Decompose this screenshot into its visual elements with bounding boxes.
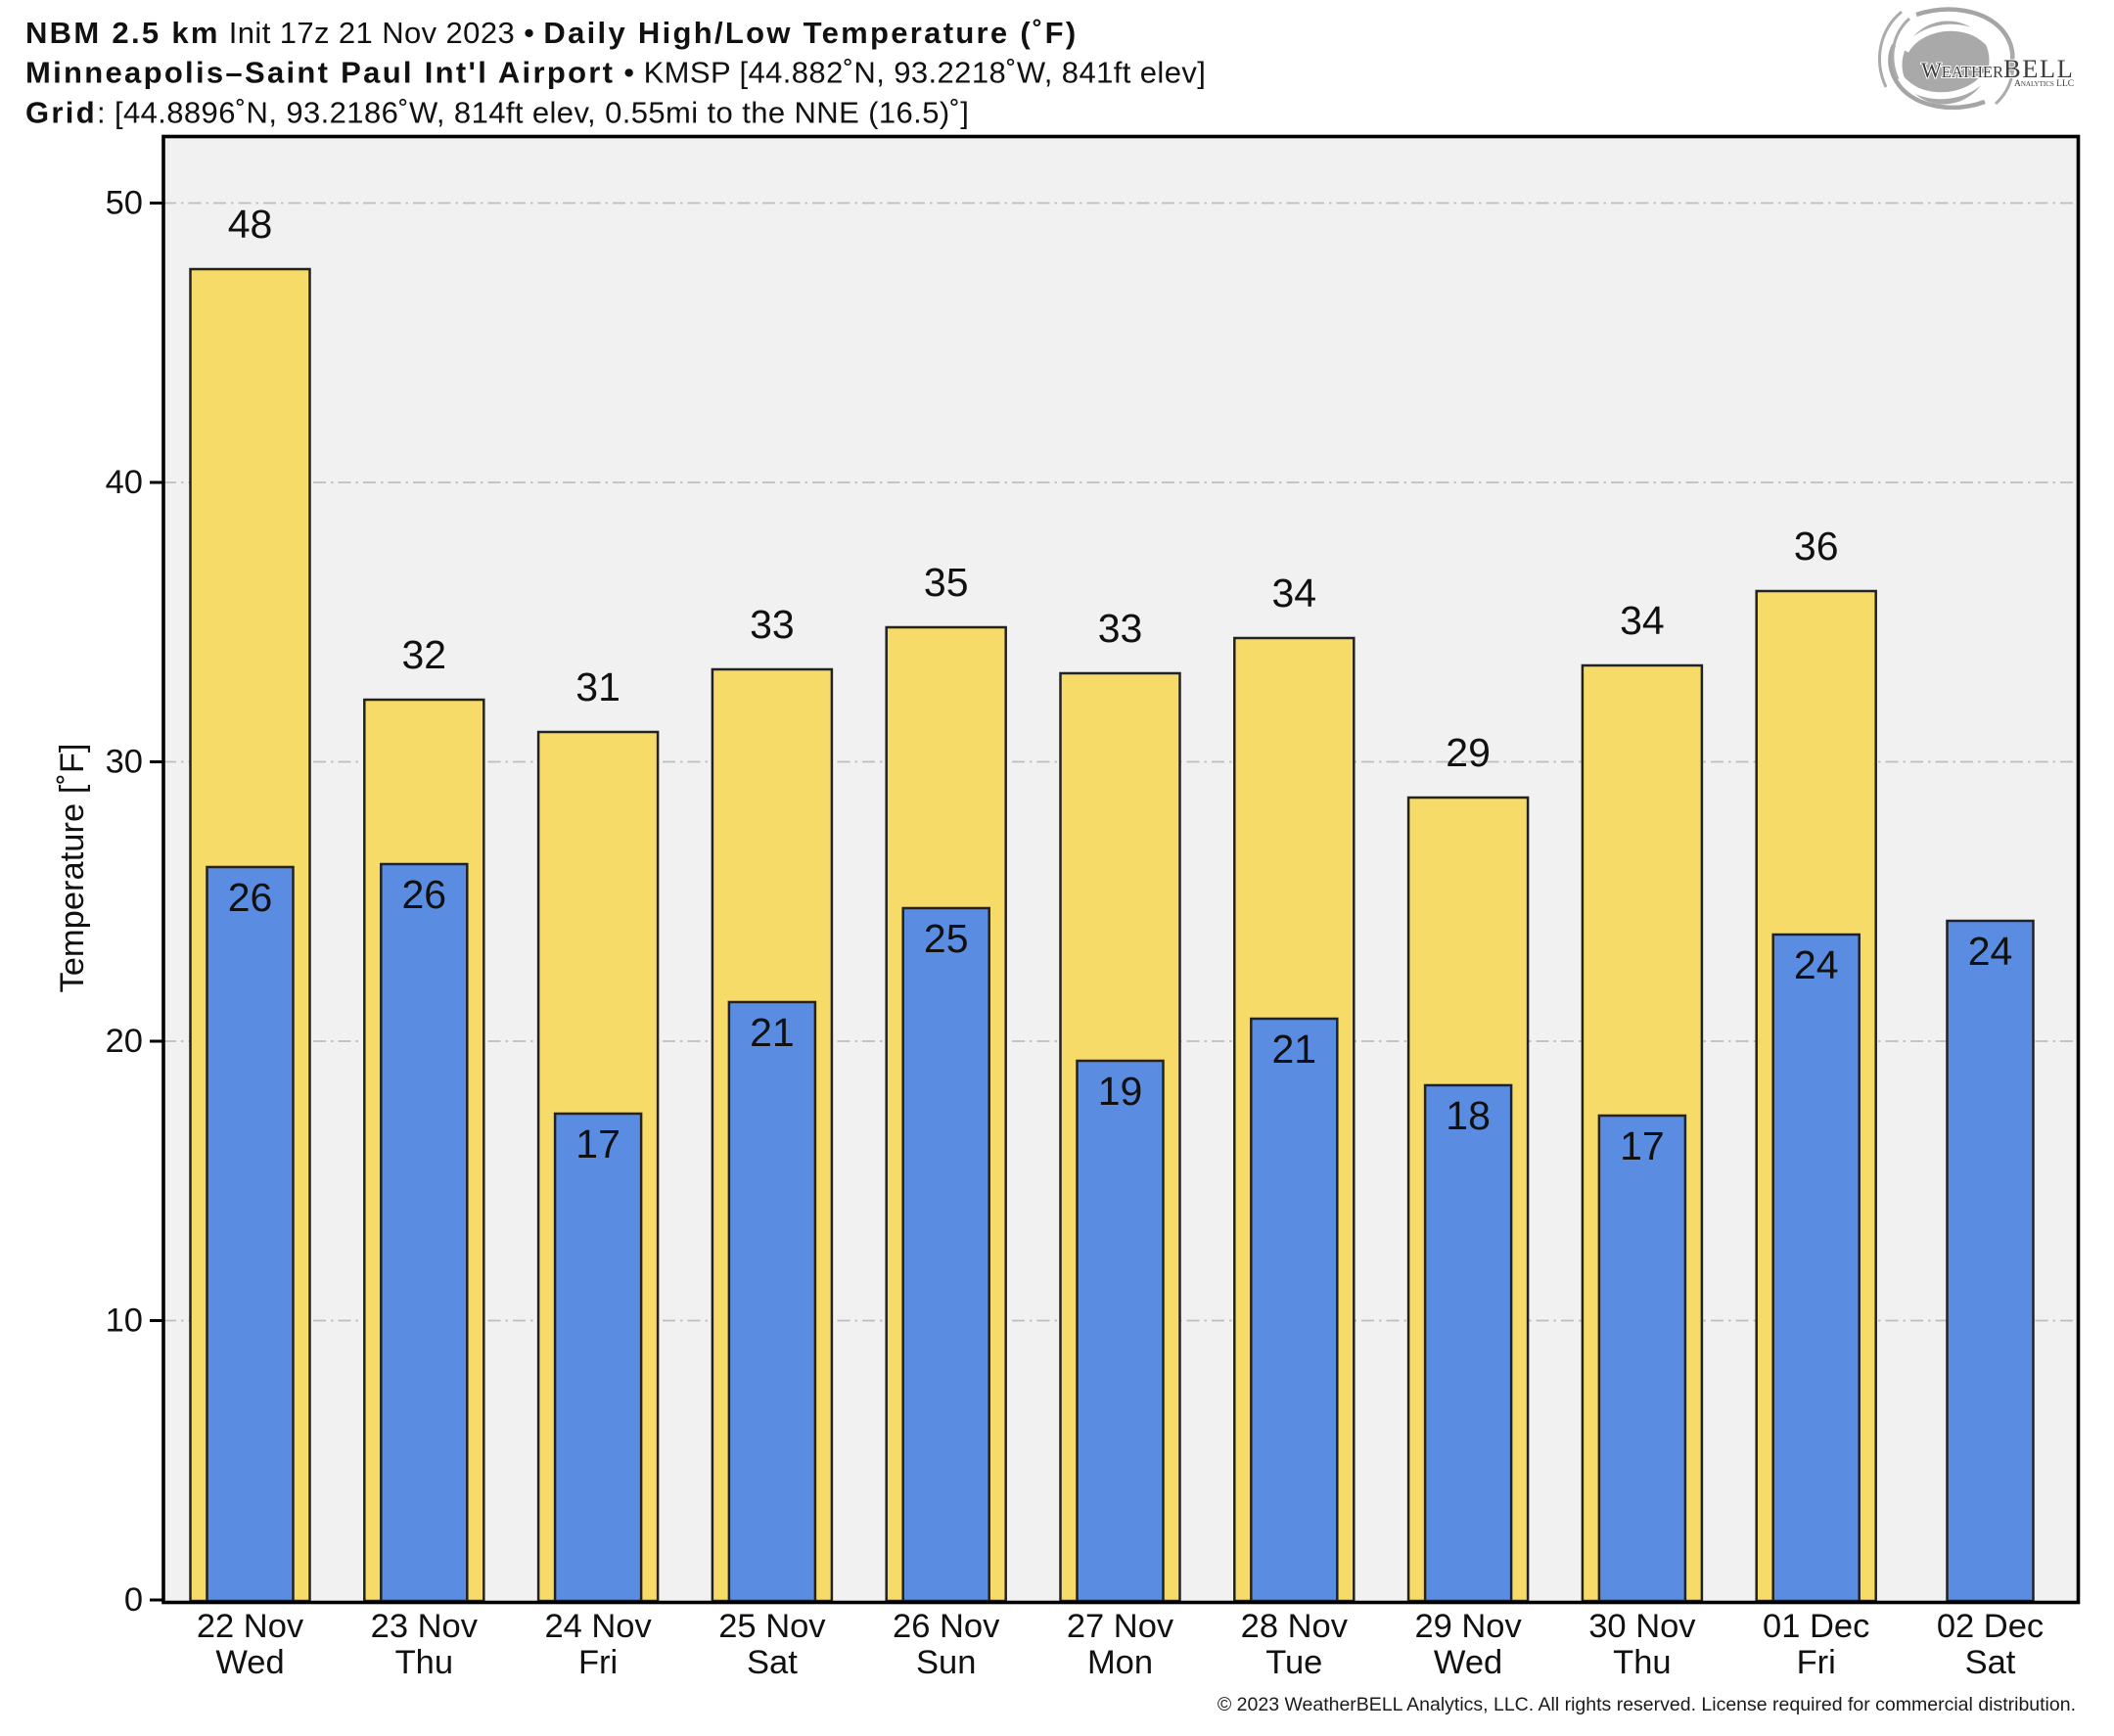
svg-text:21: 21 bbox=[1271, 1027, 1316, 1072]
svg-text:30 Nov: 30 Nov bbox=[1588, 1608, 1696, 1645]
svg-text:24: 24 bbox=[1968, 929, 2013, 974]
svg-text:33: 33 bbox=[750, 602, 795, 647]
svg-text:34: 34 bbox=[1620, 598, 1665, 643]
svg-text:36: 36 bbox=[1794, 524, 1839, 569]
svg-text:22 Nov: 22 Nov bbox=[197, 1608, 304, 1645]
svg-text:ANALYTICS LLC: ANALYTICS LLC bbox=[2014, 79, 2074, 89]
svg-text:28 Nov: 28 Nov bbox=[1241, 1608, 1349, 1645]
svg-text:40: 40 bbox=[106, 464, 143, 501]
svg-text:Sat: Sat bbox=[747, 1644, 798, 1681]
svg-text:18: 18 bbox=[1446, 1093, 1491, 1138]
svg-text:Wed: Wed bbox=[1434, 1644, 1502, 1681]
svg-text:Tue: Tue bbox=[1265, 1644, 1322, 1681]
svg-text:33: 33 bbox=[1098, 606, 1143, 651]
svg-text:29 Nov: 29 Nov bbox=[1414, 1608, 1522, 1645]
svg-text:30: 30 bbox=[106, 744, 143, 781]
svg-text:Sun: Sun bbox=[916, 1644, 976, 1681]
svg-text:29: 29 bbox=[1446, 730, 1491, 775]
svg-text:02 Dec: 02 Dec bbox=[1937, 1608, 2044, 1645]
svg-text:32: 32 bbox=[401, 632, 446, 677]
svg-text:25: 25 bbox=[924, 916, 969, 961]
svg-text:Sat: Sat bbox=[1965, 1644, 2016, 1681]
svg-text:24: 24 bbox=[1794, 942, 1839, 987]
svg-text:NBM 2.5 km Init 17z 21 Nov 202: NBM 2.5 km Init 17z 21 Nov 2023 • Daily … bbox=[25, 16, 1078, 50]
svg-text:20: 20 bbox=[106, 1023, 143, 1060]
svg-text:Mon: Mon bbox=[1087, 1644, 1153, 1681]
svg-text:Temperature [˚F]: Temperature [˚F] bbox=[54, 744, 91, 993]
svg-text:Grid: [44.8896˚N, 93.2186˚W, 8: Grid: [44.8896˚N, 93.2186˚W, 814ft elev,… bbox=[25, 96, 969, 130]
svg-text:01 Dec: 01 Dec bbox=[1763, 1608, 1869, 1645]
svg-text:0: 0 bbox=[124, 1581, 143, 1619]
svg-text:27 Nov: 27 Nov bbox=[1067, 1608, 1174, 1645]
svg-text:24 Nov: 24 Nov bbox=[544, 1608, 652, 1645]
svg-text:Wed: Wed bbox=[215, 1644, 284, 1681]
svg-text:Fri: Fri bbox=[578, 1644, 618, 1681]
svg-text:Thu: Thu bbox=[1613, 1644, 1671, 1681]
svg-text:Minneapolis–Saint Paul Int'l A: Minneapolis–Saint Paul Int'l Airport • K… bbox=[25, 56, 1206, 90]
svg-text:19: 19 bbox=[1098, 1069, 1143, 1114]
svg-text:10: 10 bbox=[106, 1302, 143, 1340]
svg-text:25 Nov: 25 Nov bbox=[718, 1608, 826, 1645]
svg-text:31: 31 bbox=[575, 664, 620, 709]
svg-text:17: 17 bbox=[575, 1121, 620, 1166]
svg-text:48: 48 bbox=[228, 202, 273, 247]
svg-text:Fri: Fri bbox=[1797, 1644, 1836, 1681]
svg-text:17: 17 bbox=[1620, 1123, 1665, 1168]
svg-text:21: 21 bbox=[750, 1010, 795, 1055]
svg-text:23 Nov: 23 Nov bbox=[371, 1608, 479, 1645]
svg-text:35: 35 bbox=[924, 560, 969, 605]
svg-text:26: 26 bbox=[228, 875, 273, 920]
svg-text:26: 26 bbox=[401, 872, 446, 917]
svg-text:50: 50 bbox=[106, 185, 143, 222]
svg-text:Thu: Thu bbox=[395, 1644, 453, 1681]
svg-text:© 2023 WeatherBELL Analytics,: © 2023 WeatherBELL Analytics, LLC. All r… bbox=[1218, 1694, 2076, 1715]
svg-text:34: 34 bbox=[1271, 571, 1316, 616]
svg-text:26 Nov: 26 Nov bbox=[893, 1608, 1000, 1645]
